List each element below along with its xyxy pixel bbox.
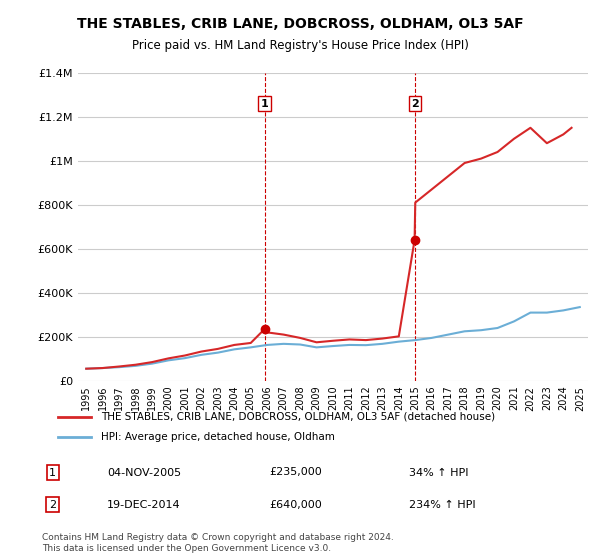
Text: Price paid vs. HM Land Registry's House Price Index (HPI): Price paid vs. HM Land Registry's House … bbox=[131, 39, 469, 52]
Text: 04-NOV-2005: 04-NOV-2005 bbox=[107, 468, 181, 478]
Text: 1: 1 bbox=[49, 468, 56, 478]
Text: THE STABLES, CRIB LANE, DOBCROSS, OLDHAM, OL3 5AF: THE STABLES, CRIB LANE, DOBCROSS, OLDHAM… bbox=[77, 17, 523, 31]
Text: 2: 2 bbox=[49, 500, 56, 510]
Text: £640,000: £640,000 bbox=[269, 500, 322, 510]
Text: 19-DEC-2014: 19-DEC-2014 bbox=[107, 500, 181, 510]
Text: 1: 1 bbox=[260, 99, 268, 109]
Text: Contains HM Land Registry data © Crown copyright and database right 2024.
This d: Contains HM Land Registry data © Crown c… bbox=[42, 533, 394, 553]
Text: THE STABLES, CRIB LANE, DOBCROSS, OLDHAM, OL3 5AF (detached house): THE STABLES, CRIB LANE, DOBCROSS, OLDHAM… bbox=[101, 412, 496, 422]
Text: 234% ↑ HPI: 234% ↑ HPI bbox=[409, 500, 476, 510]
Text: 2: 2 bbox=[411, 99, 418, 109]
Text: 34% ↑ HPI: 34% ↑ HPI bbox=[409, 468, 469, 478]
Text: £235,000: £235,000 bbox=[269, 468, 322, 478]
Text: HPI: Average price, detached house, Oldham: HPI: Average price, detached house, Oldh… bbox=[101, 432, 335, 442]
